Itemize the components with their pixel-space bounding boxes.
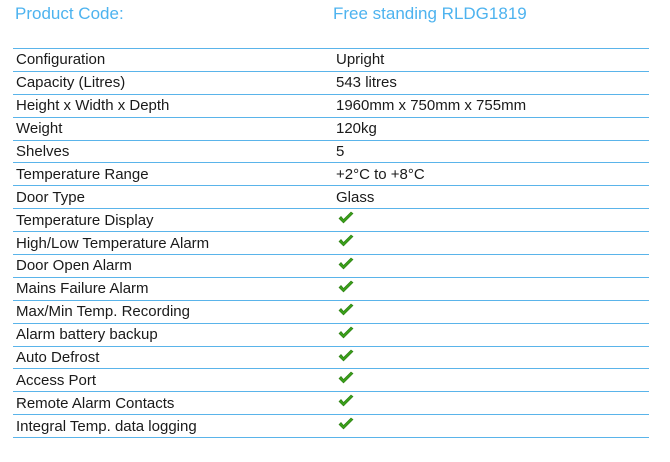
spec-label: Configuration	[16, 51, 106, 69]
table-row: Configuration Upright	[13, 49, 649, 72]
table-row: Door Open Alarm	[13, 255, 649, 278]
table-row: Temperature Range +2°C to +8°C	[13, 163, 649, 187]
spec-label: Height x Width x Depth	[16, 97, 170, 115]
spec-label: Shelves	[16, 143, 70, 160]
check-icon	[338, 303, 354, 317]
product-code-label: Product Code:	[15, 4, 124, 23]
table-row: Mains Failure Alarm	[13, 278, 649, 301]
spec-value	[336, 303, 354, 321]
spec-value	[336, 280, 354, 298]
table-row: Weight 120kg	[13, 118, 649, 141]
check-icon	[338, 371, 354, 385]
spec-label: High/Low Temperature Alarm	[16, 234, 210, 252]
spec-value: Upright	[336, 51, 385, 69]
spec-label: Temperature Range	[16, 165, 149, 183]
table-row: Door Type Glass	[13, 186, 649, 210]
spec-value: Glass	[336, 188, 375, 206]
spec-label: Max/Min Temp. Recording	[16, 303, 190, 321]
check-icon	[338, 417, 354, 431]
table-row: Alarm battery backup	[13, 324, 649, 347]
table-row: Height x Width x Depth 1960mm x 750mm x 7…	[13, 95, 649, 118]
spec-value: 543 litres	[336, 74, 397, 92]
spec-label: Temperature Display	[16, 211, 154, 229]
check-icon	[338, 280, 354, 294]
table-row: Max/Min Temp. Recording	[13, 301, 649, 324]
table-row: Shelves 5	[13, 141, 649, 164]
spec-value	[336, 417, 354, 435]
table-row: Remote Alarm Contacts	[13, 392, 649, 416]
spec-value: 1960mm x 750mm x 755mm	[336, 97, 527, 115]
spec-label: Door Open Alarm	[16, 257, 132, 275]
spec-table: Configuration Upright Capacity (Litres) 543…	[13, 48, 649, 439]
spec-value	[336, 211, 354, 229]
spec-label: Auto Defrost	[16, 349, 100, 367]
check-icon	[338, 257, 354, 271]
table-row: Temperature Display	[13, 209, 649, 233]
spec-value	[336, 349, 354, 367]
spec-value: 120kg	[336, 120, 377, 138]
spec-value	[336, 371, 354, 389]
spec-label: Access Port	[16, 371, 97, 389]
spec-label: Remote Alarm Contacts	[16, 394, 175, 412]
table-row: Integral Temp. data logging	[13, 415, 649, 439]
spec-value: +2°C to +8°C	[336, 165, 425, 183]
spec-value	[336, 326, 354, 344]
table-row: Auto Defrost	[13, 347, 649, 370]
spec-label: Mains Failure Alarm	[16, 280, 149, 298]
check-icon	[338, 349, 354, 363]
spec-label: Integral Temp. data logging	[16, 417, 197, 435]
spec-value	[336, 234, 354, 252]
spec-label: Weight	[16, 120, 63, 138]
check-icon	[338, 211, 354, 225]
table-row: Access Port	[13, 369, 649, 393]
spec-value: 5	[336, 143, 345, 160]
table-row: High/Low Temperature Alarm	[13, 232, 649, 256]
check-icon	[338, 234, 354, 248]
spec-value	[336, 394, 354, 412]
spec-label: Capacity (Litres)	[16, 74, 126, 92]
table-row: Capacity (Litres) 543 litres	[13, 72, 649, 95]
spec-value	[336, 257, 354, 275]
check-icon	[338, 394, 354, 408]
spec-label: Door Type	[16, 188, 85, 206]
check-icon	[338, 326, 354, 340]
product-code-value: Free standing RLDG1819	[333, 4, 527, 23]
spec-label: Alarm battery backup	[16, 326, 158, 344]
